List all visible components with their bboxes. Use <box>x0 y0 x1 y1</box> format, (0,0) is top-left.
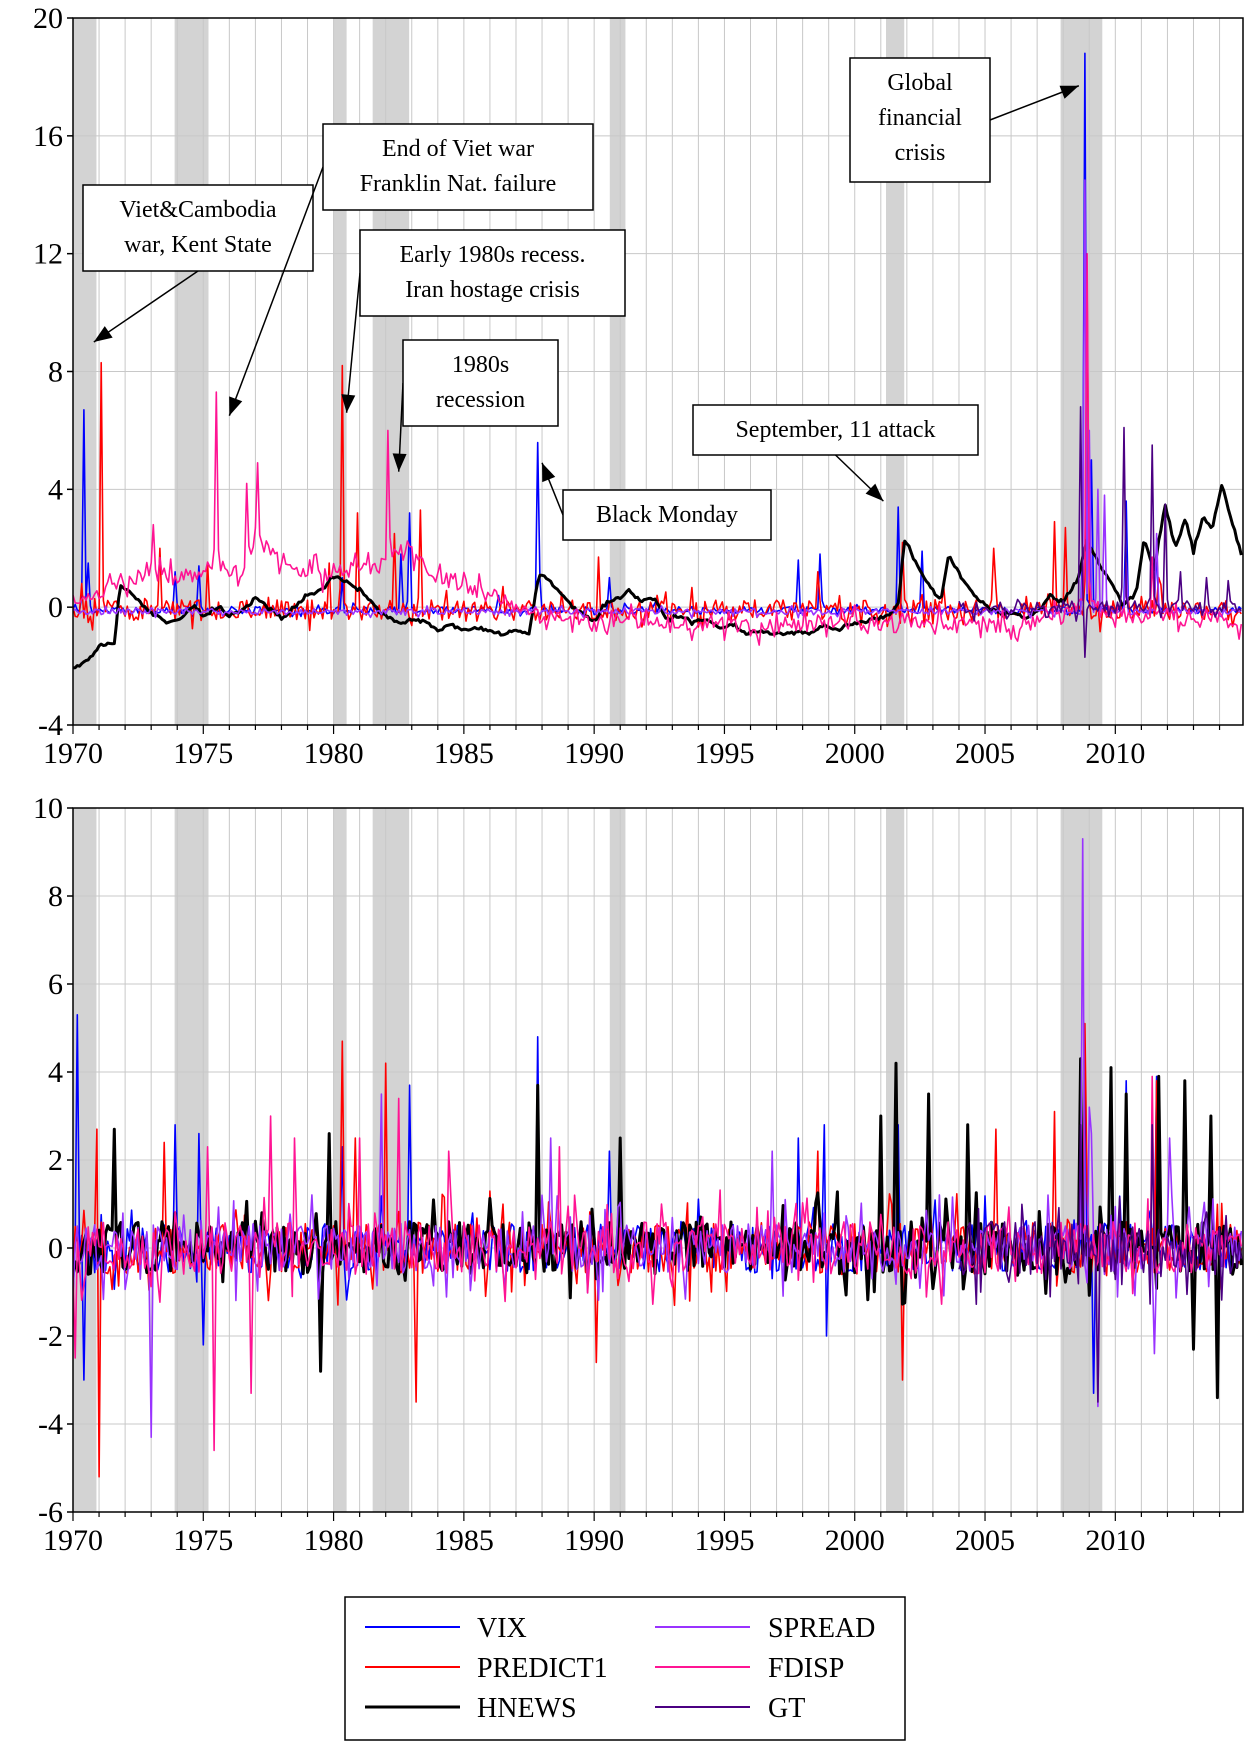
x-tick-label: 2000 <box>825 1524 885 1557</box>
legend-item-hnews: HNEWS <box>365 1693 577 1724</box>
annotation: Black Monday <box>541 462 772 541</box>
x-tick-label: 1970 <box>43 1524 103 1557</box>
legend-item-predict1: PREDICT1 <box>365 1653 608 1684</box>
x-tick-label: 1995 <box>694 737 754 770</box>
y-tick-label: 6 <box>48 968 63 1001</box>
annotation-arrow <box>345 272 361 413</box>
annotation-text: recession <box>436 387 525 413</box>
annotation-text: Early 1980s recess. <box>400 242 586 268</box>
series-group <box>73 837 1243 1478</box>
y-tick-label: 0 <box>48 591 63 624</box>
annotation-arrowhead <box>865 483 884 502</box>
y-tick-label: 4 <box>48 473 63 506</box>
y-tick-label: 8 <box>48 356 63 389</box>
y-tick-label: 10 <box>33 792 63 825</box>
series-line-spread <box>73 837 1243 1438</box>
y-tick-label: 12 <box>33 238 63 271</box>
annotation-text: 1980s <box>452 352 509 378</box>
annotation-text: September, 11 attack <box>735 417 935 443</box>
annotation-arrow <box>228 166 324 416</box>
y-tick-label: 2 <box>48 1144 63 1177</box>
y-tick-label: -4 <box>38 1408 63 1441</box>
annotation-text: Black Monday <box>596 502 738 528</box>
legend-label: VIX <box>477 1613 527 1644</box>
annotation-text: End of Viet war <box>382 136 534 162</box>
legend-item-vix: VIX <box>365 1613 527 1644</box>
annotation: End of Viet war Franklin Nat. failure <box>228 123 594 416</box>
annotation: 1980s recession <box>392 339 559 472</box>
legend-item-gt: GT <box>655 1693 805 1724</box>
x-tick-label: 1995 <box>694 1524 754 1557</box>
legend-label: FDISP <box>768 1653 844 1684</box>
series-line-hnews <box>73 484 1243 670</box>
y-tick-label: 0 <box>48 1232 63 1265</box>
annotation-text: Iran hostage crisis <box>405 277 580 303</box>
annotation-box <box>562 489 772 541</box>
annotation-box <box>402 339 559 427</box>
series-line-gt <box>958 405 1242 659</box>
x-tick-label: 1970 <box>43 737 103 770</box>
legend-label: SPREAD <box>768 1613 875 1644</box>
x-tick-label: 1990 <box>564 1524 624 1557</box>
annotation-box <box>359 229 626 317</box>
annotation-arrowhead <box>392 453 407 472</box>
series-line-gt <box>958 1124 1243 1403</box>
y-tick-label: -4 <box>38 709 63 742</box>
chart-panel-2: -6 -4 -2 0 2 4 6 8 10 1970 1975 1980 1985 1990 1995 200… <box>33 792 1244 1557</box>
x-tick-label: 2010 <box>1085 737 1145 770</box>
annotation-arrowhead <box>229 396 243 416</box>
x-tick-label: 1975 <box>173 1524 233 1557</box>
series-line-predict1 <box>73 285 1242 633</box>
x-tick-label: 2005 <box>955 1524 1015 1557</box>
legend-item-fdisp: FDISP <box>655 1653 844 1684</box>
legend-label: HNEWS <box>477 1693 577 1724</box>
y-tick-label: -2 <box>38 1320 63 1353</box>
y-tick-label: -6 <box>38 1496 63 1529</box>
annotation-box <box>849 57 991 183</box>
annotation-text: crisis <box>895 140 946 166</box>
x-tick-label: 1975 <box>173 737 233 770</box>
x-tick-label: 1990 <box>564 737 624 770</box>
chart-panel-1: -4 0 4 8 12 16 20 1970 1975 1980 1985 1990 1995 2000 2… <box>33 2 1244 770</box>
annotation: Viet&Cambodia war, Kent State <box>82 184 314 343</box>
annotation-text: war, Kent State <box>124 232 272 258</box>
x-tick-label: 1980 <box>304 737 364 770</box>
annotation-arrowhead <box>542 462 556 483</box>
annotation: Global financial crisis <box>849 57 1080 183</box>
annotation-arrowhead <box>1059 85 1079 99</box>
legend-label: PREDICT1 <box>477 1653 608 1684</box>
annotation-text: Viet&Cambodia <box>119 197 277 223</box>
x-tick-label: 2010 <box>1085 1524 1145 1557</box>
annotation-text: financial <box>878 105 962 131</box>
legend-box <box>344 1596 906 1741</box>
x-tick-label: 1985 <box>434 1524 494 1557</box>
y-tick-label: 16 <box>33 120 63 153</box>
annotation-arrow <box>93 270 199 343</box>
annotation-box <box>82 184 314 272</box>
series-line-fdisp <box>73 252 1243 646</box>
annotation: September, 11 attack <box>692 404 979 502</box>
x-tick-label: 2005 <box>955 737 1015 770</box>
y-tick-label: 20 <box>33 2 63 35</box>
legend-item-spread: SPREAD <box>655 1613 875 1644</box>
legend-label: GT <box>768 1693 805 1724</box>
x-tick-label: 1985 <box>434 737 494 770</box>
series-group <box>73 52 1243 670</box>
annotation: Early 1980s recess. Iran hostage crisis <box>341 229 626 413</box>
y-tick-label: 4 <box>48 1056 63 1089</box>
annotation-box <box>322 123 594 211</box>
annotation-arrowhead <box>93 326 113 343</box>
legend: VIX PREDICT1 HNEWS SPREAD FDISP GT <box>344 1596 906 1741</box>
annotation-arrowhead <box>341 394 356 413</box>
annotation-text: Franklin Nat. failure <box>360 171 557 197</box>
x-tick-label: 1980 <box>304 1524 364 1557</box>
annotation-box <box>692 404 979 456</box>
x-tick-label: 2000 <box>825 737 885 770</box>
annotation-text: Global <box>887 70 953 96</box>
y-tick-label: 8 <box>48 880 63 913</box>
